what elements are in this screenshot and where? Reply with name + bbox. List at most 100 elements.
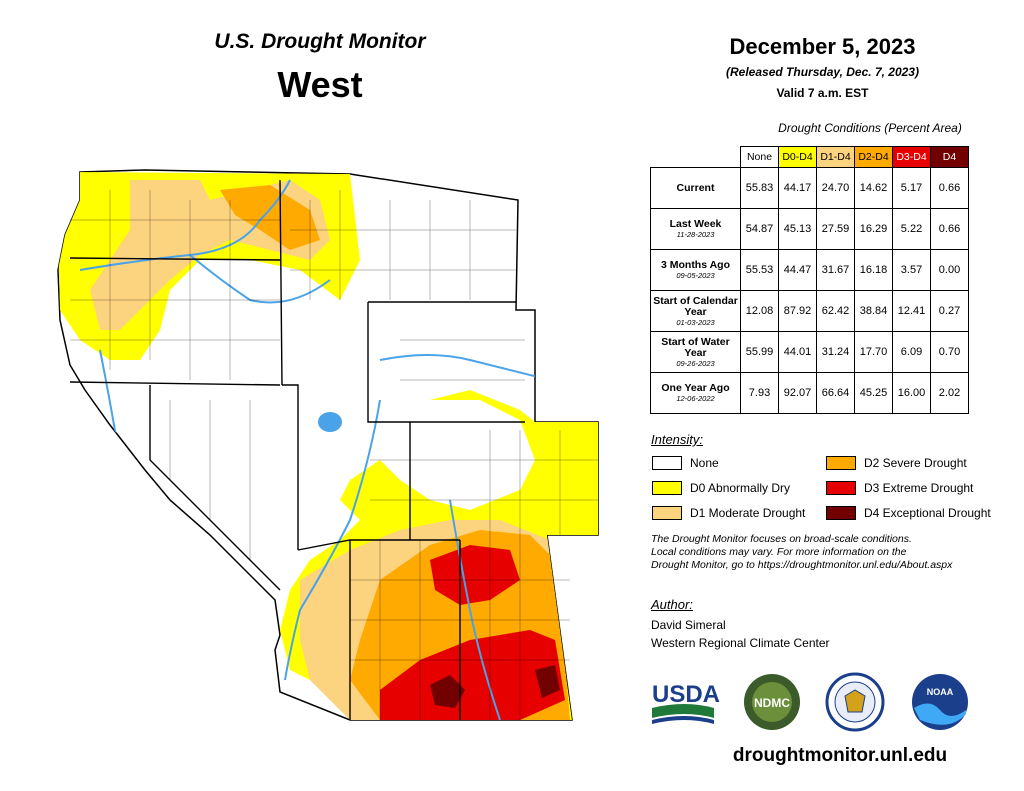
d2-area-northwest [220,185,320,250]
river-columbia [79,179,291,271]
svg-text:NDMC: NDMC [754,696,790,710]
row-label-start-calendar-year: Start of Calendar Year 01-03-2023 [650,290,741,332]
legend-item-d0: D0 Abnormally Dry [652,480,790,496]
author-name: David Simeral [651,618,726,632]
table-cell: 44.01 [778,331,817,373]
table-corner [651,147,741,168]
noaa-logo: NOAA [912,674,968,730]
table-cell: 7.93 [740,372,779,414]
partner-logos: USDA NDMC NOAA [652,672,968,732]
col-d2-d4: D2-D4 [854,146,893,168]
row-date: 09-26-2023 [676,358,715,368]
table-cell: 16.29 [854,208,893,250]
footnote-line: Local conditions may vary. For more info… [651,546,907,558]
table-cell: 0.00 [930,249,969,291]
table-cell: 38.84 [854,290,893,332]
legend-item-none: None [652,455,719,471]
table-cell: 45.25 [854,372,893,414]
table-cell: 55.99 [740,331,779,373]
row-label-current: Current [650,167,741,209]
river-colorado [284,399,381,681]
col-d4: D4 [930,146,969,168]
website-link[interactable]: droughtmonitor.unl.edu [732,745,948,766]
legend-label: D2 Severe Drought [864,456,967,470]
legend-item-d2: D2 Severe Drought [826,455,967,471]
table-caption: Drought Conditions (Percent Area) [778,121,962,135]
table-cell: 17.70 [854,331,893,373]
svg-text:NOAA: NOAA [927,687,954,697]
map-date: December 5, 2023 [729,34,916,59]
table-header-row: None D0-D4 D1-D4 D2-D4 D3-D4 D4 [651,146,969,168]
table-row: Start of Calendar Year 01-03-2023 12.08 8… [650,290,969,332]
table-cell: 54.87 [740,208,779,250]
valid-time: Valid 7 a.m. EST [776,86,869,100]
drought-conditions-table: None D0-D4 D1-D4 D2-D4 D3-D4 D4 Current … [650,146,969,414]
table-cell: 44.17 [778,167,817,209]
table-cell: 6.09 [892,331,931,373]
table-cell: 87.92 [778,290,817,332]
legend-swatch [826,456,856,470]
legend-label: None [690,456,719,470]
col-d3-d4: D3-D4 [892,146,931,168]
table-cell: 62.42 [816,290,855,332]
table-cell: 2.02 [930,372,969,414]
col-d1-d4: D1-D4 [816,146,855,168]
table-cell: 92.07 [778,372,817,414]
legend-item-d1: D1 Moderate Drought [652,505,805,521]
usda-logo: USDA [652,681,720,724]
author-organization: Western Regional Climate Center [651,636,830,650]
legend-swatch [826,481,856,495]
row-label-last-week: Last Week 11-28-2023 [650,208,741,250]
col-none: None [740,146,779,168]
table-cell: 31.67 [816,249,855,291]
footnote-line: Drought Monitor, go to https://droughtmo… [651,559,953,571]
table-cell: 55.53 [740,249,779,291]
table-cell: 44.47 [778,249,817,291]
legend-item-d4: D4 Exceptional Drought [826,505,991,521]
row-date: 01-03-2023 [676,317,715,327]
row-date: 09-05-2023 [676,271,715,280]
legend-heading: Intensity: [651,432,704,447]
table-cell: 24.70 [816,167,855,209]
table-cell: 27.59 [816,208,855,250]
d3-area-south [430,545,520,605]
table-cell: 16.18 [854,249,893,291]
table-cell: 5.22 [892,208,931,250]
table-cell: 0.70 [930,331,969,373]
release-date: (Released Thursday, Dec. 7, 2023) [726,65,919,79]
row-label-one-year-ago: One Year Ago 12-06-2022 [650,372,741,414]
row-date: 11-28-2023 [676,230,715,239]
map-title-region: West [277,64,363,105]
table-cell: 45.13 [778,208,817,250]
table-cell: 66.64 [816,372,855,414]
legend-label: D4 Exceptional Drought [864,506,991,520]
table-row: Last Week 11-28-2023 54.87 45.13 27.59 16… [650,208,969,250]
table-cell: 16.00 [892,372,931,414]
table-cell: 12.08 [740,290,779,332]
row-date: 12-06-2022 [676,394,715,403]
map-title-line1: U.S. Drought Monitor [214,30,426,53]
table-cell: 5.17 [892,167,931,209]
footnote-line: The Drought Monitor focuses on broad-sca… [651,533,912,545]
table-cell: 0.66 [930,167,969,209]
legend-swatch [652,456,682,470]
county-boundaries [70,190,598,720]
river-rio-grande [449,499,501,720]
table-cell: 3.57 [892,249,931,291]
table-cell: 55.83 [740,167,779,209]
d4-area-south [430,675,465,708]
ndmc-logo: NDMC [744,674,800,730]
table-row: One Year Ago 12-06-2022 7.93 92.07 66.64 … [650,372,969,414]
great-salt-lake [318,412,342,432]
legend-label: D1 Moderate Drought [690,506,806,520]
legend-label: D0 Abnormally Dry [690,481,791,495]
legend-swatch [652,506,682,520]
table-cell: 0.66 [930,208,969,250]
legend-label: D3 Extreme Drought [864,481,974,495]
table-cell: 12.41 [892,290,931,332]
legend-item-d3: D3 Extreme Drought [826,480,973,496]
department-of-commerce-seal-icon [825,672,885,732]
table-cell: 0.27 [930,290,969,332]
svg-text:USDA: USDA [652,681,720,708]
table-row: 3 Months Ago 09-05-2023 55.53 44.47 31.67… [650,249,969,291]
